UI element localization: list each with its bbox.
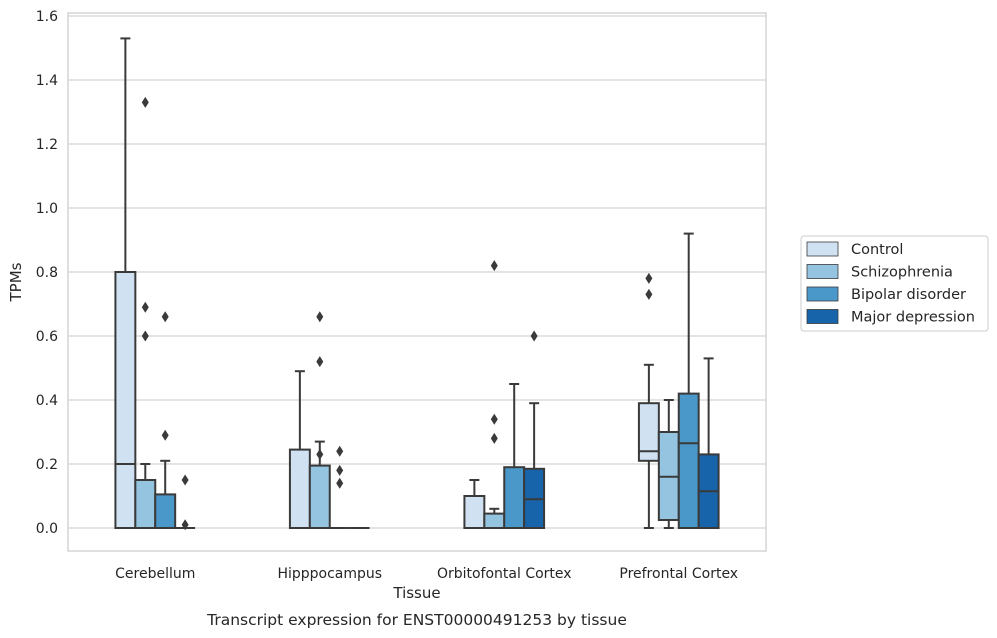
box: [134, 96, 157, 529]
outlier-point: [181, 519, 189, 531]
box: [483, 260, 506, 529]
plot-frame: [67, 12, 767, 552]
box-body: [114, 271, 137, 529]
legend-frame: [800, 235, 989, 332]
box: [114, 37, 137, 529]
outlier-point: [490, 413, 498, 425]
box-body: [288, 448, 311, 530]
box-body: [154, 493, 177, 529]
outlier-point: [336, 464, 344, 476]
outlier-point: [141, 330, 149, 342]
box: [637, 272, 660, 529]
outlier-point: [316, 448, 324, 460]
y-tick-label: 1.0: [36, 201, 58, 217]
box-body: [463, 495, 486, 529]
box: [657, 399, 680, 529]
x-tick-label: Orbitofontal Cortex: [437, 566, 572, 582]
box-body: [483, 512, 506, 529]
outlier-point: [181, 474, 189, 486]
outlier-point: [490, 260, 498, 272]
box: [154, 311, 177, 529]
box: [175, 474, 196, 531]
box: [329, 445, 350, 529]
x-tick-label: Hipppocampus: [277, 566, 382, 582]
legend: Control Schizophrenia Bipolar disorder Majo…: [800, 235, 989, 332]
y-tick-label: 1.6: [36, 9, 58, 25]
legend-swatch: [806, 241, 839, 257]
box: [503, 383, 526, 530]
x-tick-label: Cerebellum: [115, 566, 195, 582]
legend-label: Schizophrenia: [851, 265, 953, 281]
outlier-point: [490, 432, 498, 444]
x-tick-labels: Cerebellum Hipppocampus Orbitofontal Corte…: [115, 566, 738, 582]
chart-caption: Transcript expression for ENST0000049125…: [206, 611, 627, 629]
legend-label: Control: [851, 242, 903, 258]
y-axis-label: TPMs: [7, 262, 25, 302]
x-tick-label: Prefrontal Cortex: [619, 566, 738, 582]
box-body: [503, 466, 526, 530]
y-tick-label: 1.4: [36, 73, 58, 89]
y-tick-label: 0.2: [36, 457, 58, 473]
box: [288, 370, 311, 530]
box: [308, 311, 331, 530]
outlier-point: [645, 288, 653, 300]
box-body: [134, 479, 157, 529]
outlier-point: [336, 477, 344, 489]
box-body: [308, 464, 331, 530]
y-tick-label: 0.8: [36, 265, 58, 281]
outlier-point: [161, 311, 169, 323]
outlier-point: [141, 301, 149, 313]
y-tick-label: 0.0: [36, 521, 58, 537]
y-tick-label: 0.4: [36, 393, 58, 409]
legend-label: Major depression: [851, 310, 975, 326]
legend-swatch: [806, 309, 839, 324]
y-tick-label: 1.2: [36, 137, 58, 153]
legend-label: Bipolar disorder: [851, 287, 966, 303]
box: [677, 232, 700, 529]
legend-swatch: [806, 286, 839, 302]
outlier-point: [645, 272, 653, 284]
x-axis-label: Tissue: [392, 584, 440, 602]
outlier-point: [530, 330, 538, 342]
box: [463, 479, 486, 529]
box: [523, 330, 546, 529]
box-series: [114, 37, 720, 531]
outlier-point: [316, 356, 324, 368]
outlier-point: [141, 96, 149, 108]
outlier-point: [161, 429, 169, 441]
gridlines: [68, 15, 766, 529]
y-tick-labels: 0.0 0.2 0.4 0.6 0.8 1.0 1.2 1.4 1.6: [36, 9, 58, 537]
outlier-point: [336, 445, 344, 457]
legend-swatch: [806, 264, 839, 279]
outlier-point: [316, 311, 324, 323]
y-tick-label: 0.6: [36, 329, 58, 345]
box: [697, 357, 720, 529]
box-body: [677, 392, 700, 529]
